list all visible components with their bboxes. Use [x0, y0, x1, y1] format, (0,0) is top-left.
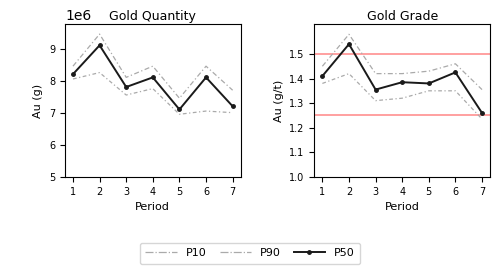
X-axis label: Period: Period	[136, 202, 170, 212]
Y-axis label: Au (g/t): Au (g/t)	[274, 79, 283, 122]
X-axis label: Period: Period	[385, 202, 420, 212]
Y-axis label: Au (g): Au (g)	[34, 84, 43, 118]
Title: Gold Quantity: Gold Quantity	[110, 10, 196, 23]
Legend: P10, P90, P50: P10, P90, P50	[140, 243, 360, 264]
Title: Gold Grade: Gold Grade	[366, 10, 438, 23]
